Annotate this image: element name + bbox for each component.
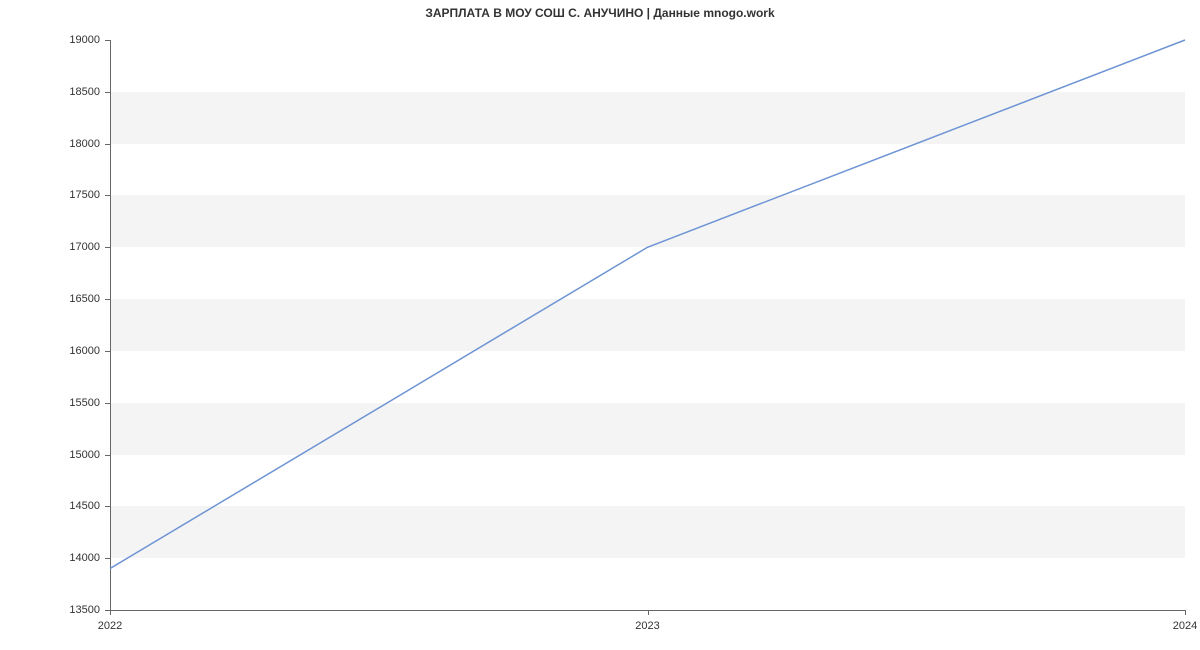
y-tick-label: 14000 (40, 552, 100, 564)
y-tick-label: 13500 (40, 604, 100, 616)
y-tick-label: 15500 (40, 397, 100, 409)
y-tick-label: 18000 (40, 138, 100, 150)
y-tick-label: 17000 (40, 241, 100, 253)
y-tick-label: 15000 (40, 449, 100, 461)
series-line-salary (110, 40, 1185, 569)
x-tick (110, 610, 111, 615)
x-tick-label: 2023 (635, 620, 659, 632)
salary-chart: ЗАРПЛАТА В МОУ СОШ С. АНУЧИНО | Данные m… (0, 0, 1200, 650)
x-tick (648, 610, 649, 615)
plot-area: 1350014000145001500015500160001650017000… (110, 40, 1185, 610)
y-tick-label: 14500 (40, 500, 100, 512)
chart-title: ЗАРПЛАТА В МОУ СОШ С. АНУЧИНО | Данные m… (0, 6, 1200, 20)
x-tick (1185, 610, 1186, 615)
y-tick-label: 19000 (40, 34, 100, 46)
y-tick-label: 18500 (40, 86, 100, 98)
y-tick-label: 17500 (40, 189, 100, 201)
y-tick-label: 16000 (40, 345, 100, 357)
y-tick-label: 16500 (40, 293, 100, 305)
x-tick-label: 2022 (98, 620, 122, 632)
x-tick-label: 2024 (1173, 620, 1197, 632)
series-layer (110, 40, 1185, 610)
